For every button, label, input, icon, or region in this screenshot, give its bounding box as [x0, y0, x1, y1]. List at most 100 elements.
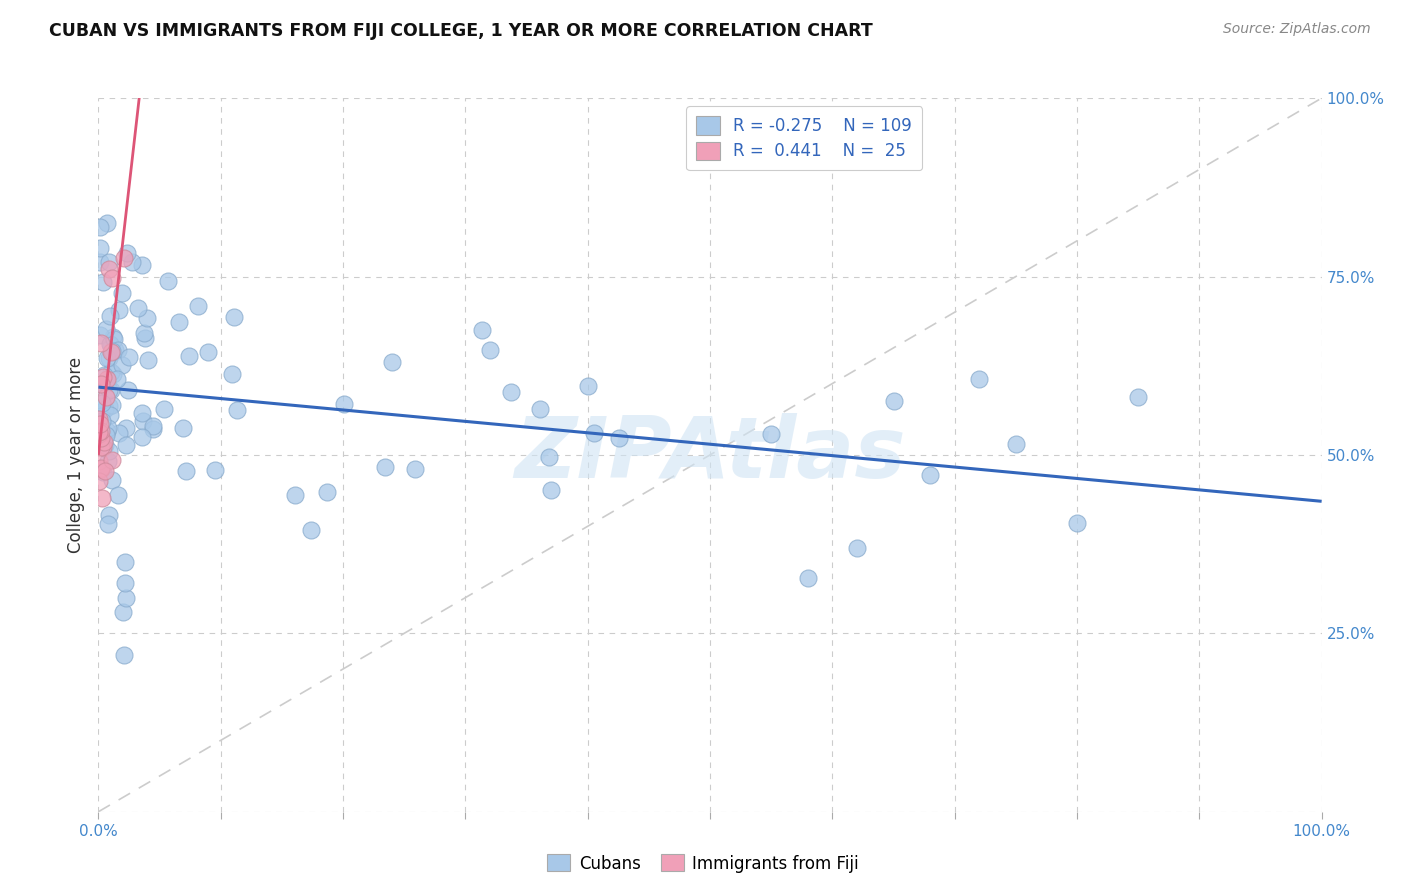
Point	[112, 605, 135, 619]
Point	[142, 419, 165, 434]
Point	[108, 426, 131, 441]
Point	[333, 397, 356, 411]
Point	[114, 591, 136, 605]
Point	[967, 372, 990, 386]
Point	[98, 309, 121, 323]
Point	[91, 396, 114, 410]
Point	[100, 338, 122, 352]
Point	[142, 422, 165, 436]
Point	[93, 370, 115, 384]
Point	[97, 421, 120, 435]
Point	[98, 351, 121, 365]
Point	[107, 343, 129, 358]
Point	[101, 453, 124, 467]
Y-axis label: College, 1 year or more: College, 1 year or more	[67, 357, 86, 553]
Point	[845, 541, 868, 555]
Point	[87, 454, 110, 468]
Point	[91, 439, 114, 453]
Point	[96, 390, 118, 404]
Point	[89, 391, 111, 405]
Point	[115, 246, 138, 260]
Point	[90, 336, 112, 351]
Point	[1128, 390, 1150, 404]
Point	[127, 301, 149, 315]
Point	[98, 408, 121, 422]
Point	[93, 401, 115, 416]
Point	[136, 352, 159, 367]
Point	[104, 343, 127, 358]
Point	[101, 398, 124, 412]
Point	[89, 417, 111, 432]
Point	[114, 438, 136, 452]
Point	[89, 255, 111, 269]
Point	[132, 326, 155, 341]
Point	[90, 440, 112, 454]
Point	[100, 383, 122, 397]
Point	[96, 376, 118, 390]
Point	[883, 394, 905, 409]
Point	[90, 376, 112, 391]
Point	[100, 343, 122, 358]
Point	[91, 275, 114, 289]
Point	[107, 303, 129, 318]
Point	[101, 367, 124, 381]
Point	[100, 344, 122, 359]
Point	[221, 367, 243, 381]
Point	[90, 462, 112, 476]
Point	[98, 399, 121, 413]
Point	[93, 464, 115, 478]
Point	[91, 414, 114, 428]
Point	[90, 461, 112, 475]
Point	[222, 310, 245, 325]
Point	[112, 648, 135, 662]
Point	[98, 443, 121, 458]
Point	[187, 299, 209, 313]
Point	[169, 315, 191, 329]
Point	[381, 355, 404, 369]
Point	[94, 437, 117, 451]
Point	[96, 424, 118, 438]
Point	[131, 406, 153, 420]
Point	[131, 258, 153, 272]
Point	[607, 432, 630, 446]
Point	[89, 427, 111, 442]
Point	[117, 383, 139, 397]
Point	[134, 331, 156, 345]
Point	[1004, 437, 1026, 451]
Point	[582, 426, 605, 441]
Point	[157, 274, 180, 288]
Point	[89, 241, 111, 255]
Point	[121, 254, 143, 268]
Point	[103, 333, 125, 347]
Point	[87, 411, 110, 425]
Point	[91, 465, 114, 479]
Point	[284, 488, 307, 502]
Point	[174, 464, 197, 478]
Point	[112, 251, 135, 265]
Point	[90, 432, 112, 446]
Point	[299, 523, 322, 537]
Point	[111, 359, 134, 373]
Point	[920, 467, 942, 482]
Point	[131, 430, 153, 444]
Point	[87, 474, 110, 488]
Point	[1066, 516, 1088, 530]
Point	[97, 255, 120, 269]
Point	[136, 310, 159, 325]
Legend: R = -0.275    N = 109, R =  0.441    N =  25: R = -0.275 N = 109, R = 0.441 N = 25	[686, 106, 922, 170]
Point	[100, 365, 122, 379]
Point	[96, 321, 118, 335]
Point	[93, 435, 115, 450]
Point	[115, 421, 138, 435]
Point	[797, 571, 820, 585]
Point	[93, 441, 115, 455]
Point	[153, 402, 176, 417]
Point	[114, 576, 136, 591]
Point	[538, 450, 561, 465]
Point	[315, 485, 337, 500]
Point	[96, 351, 118, 366]
Point	[98, 337, 121, 351]
Point	[105, 372, 128, 386]
Point	[101, 271, 124, 285]
Point	[111, 286, 134, 301]
